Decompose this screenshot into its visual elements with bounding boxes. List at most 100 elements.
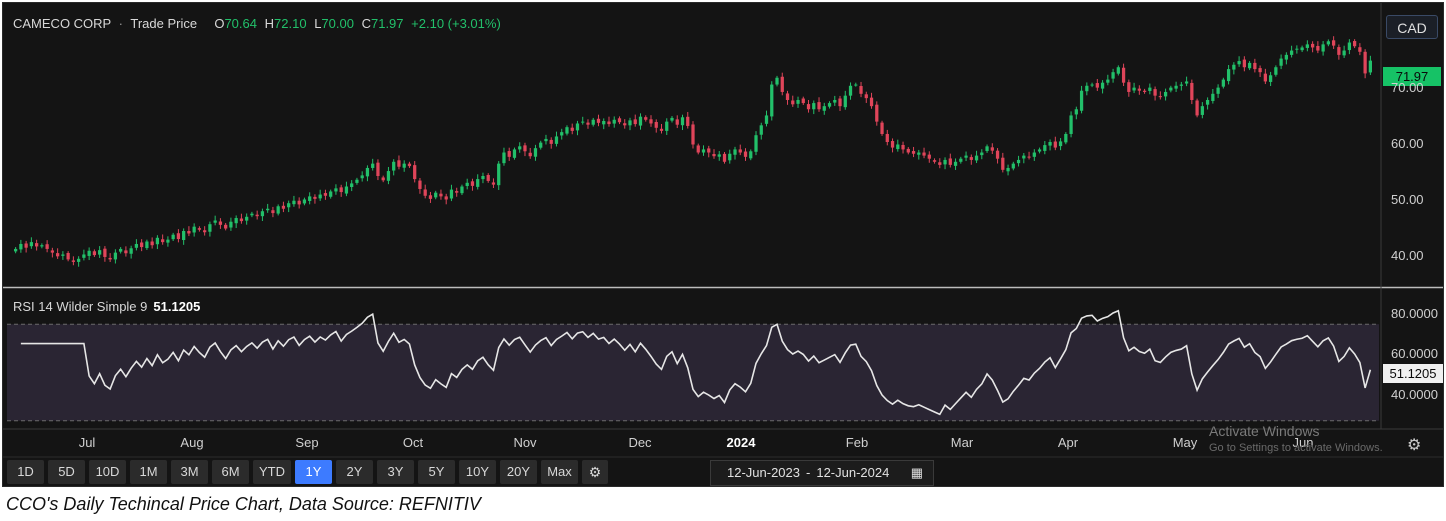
range-button-20y[interactable]: 20Y: [500, 460, 537, 484]
calendar-icon[interactable]: ▦: [910, 465, 923, 480]
candle-body: [213, 220, 217, 223]
last-price-tag: 71.97: [1383, 67, 1441, 86]
range-button-1d[interactable]: 1D: [7, 460, 44, 484]
candle-body: [155, 237, 160, 245]
candle-body: [355, 179, 359, 183]
candle-body: [29, 242, 34, 247]
candle-body: [19, 243, 23, 250]
candle-body: [743, 151, 748, 157]
candle-body: [1058, 141, 1063, 147]
rsi-y-tick: 40.0000: [1391, 387, 1438, 402]
rsi-y-tick: 60.0000: [1391, 346, 1438, 361]
candle-body: [308, 196, 312, 201]
candle-body: [591, 119, 595, 125]
rsi-header: RSI 14 Wilder Simple 9 51.1205: [13, 299, 200, 314]
range-button-1y[interactable]: 1Y: [295, 460, 332, 484]
candle-body: [413, 165, 417, 180]
rsi-band: [7, 324, 1379, 421]
candle-body: [360, 175, 364, 179]
candle-body: [533, 148, 538, 157]
candle-body: [444, 196, 448, 200]
candle-body: [239, 218, 244, 222]
candle-body: [1127, 82, 1131, 92]
candle-body: [87, 250, 91, 256]
candle-body: [833, 99, 837, 103]
candle-body: [465, 182, 469, 187]
candle-body: [995, 150, 1000, 159]
x-tick-label: Sep: [295, 435, 319, 450]
candle-body: [785, 93, 790, 100]
candle-body: [680, 117, 685, 126]
candle-body: [848, 85, 853, 96]
candle-body: [596, 118, 601, 123]
range-button-6m[interactable]: 6M: [212, 460, 249, 484]
candle-body: [182, 231, 186, 241]
candle-body: [229, 221, 233, 228]
range-settings-gear-icon[interactable]: ⚙: [582, 460, 608, 484]
candle-body: [1310, 43, 1315, 48]
rsi-y-tick: 80.0000: [1391, 306, 1438, 321]
chart-settings-icon[interactable]: ⚙: [1407, 437, 1422, 454]
candle-body: [1069, 115, 1073, 134]
candle-body: [869, 97, 874, 107]
range-button-1m[interactable]: 1M: [130, 460, 167, 484]
candle-body: [502, 152, 506, 164]
range-button-10y[interactable]: 10Y: [459, 460, 496, 484]
candle-body: [66, 253, 70, 260]
candle-body: [927, 154, 931, 159]
candle-body: [612, 119, 616, 124]
candle-body: [255, 214, 259, 217]
range-button-5y[interactable]: 5Y: [418, 460, 455, 484]
currency-selector[interactable]: CAD: [1386, 15, 1438, 39]
range-button-5d[interactable]: 5D: [48, 460, 85, 484]
candle-body: [1337, 47, 1341, 55]
candle-body: [1079, 90, 1084, 111]
candle-body: [1279, 58, 1283, 66]
candle-body: [948, 158, 952, 165]
range-button-10d[interactable]: 10D: [89, 460, 126, 484]
range-button-2y[interactable]: 2Y: [336, 460, 373, 484]
candle-body: [864, 94, 868, 99]
candle-body: [1242, 59, 1246, 68]
candle-body: [476, 179, 480, 187]
candle-body: [1006, 167, 1010, 172]
range-button-3y[interactable]: 3Y: [377, 460, 414, 484]
date-range-picker[interactable]: 12-Jun-2023-12-Jun-2024 ▦: [710, 460, 934, 486]
candle-body: [1316, 45, 1320, 51]
candle-body: [1342, 50, 1346, 56]
candle-body: [539, 142, 543, 148]
candle-body: [859, 86, 863, 94]
candle-body: [780, 76, 784, 92]
candle-body: [822, 106, 826, 111]
candle-body: [806, 104, 811, 110]
candle-body: [161, 239, 165, 243]
candle-body: [1205, 99, 1210, 105]
range-button-max[interactable]: Max: [541, 460, 578, 484]
candle-body: [586, 122, 590, 125]
range-button-ytd[interactable]: YTD: [253, 460, 291, 484]
candle-body: [701, 149, 706, 153]
chart-panel[interactable]: CAMECO CORP · Trade Price O70.64 H72.10 …: [2, 2, 1444, 487]
candle-body: [129, 248, 133, 254]
x-tick-label: May: [1172, 435, 1198, 450]
range-button-3m[interactable]: 3M: [171, 460, 208, 484]
rsi-label: RSI 14 Wilder Simple 9: [13, 299, 148, 314]
candle-body: [1195, 100, 1199, 116]
candle-body: [1352, 41, 1357, 47]
candle-body: [638, 116, 643, 126]
open-label: O: [214, 16, 225, 31]
candle-body: [92, 251, 97, 256]
candle-body: [1268, 75, 1273, 82]
candle-body: [439, 193, 443, 197]
price-and-rsi-chart[interactable]: [3, 3, 1444, 487]
candle-body: [749, 151, 753, 159]
price-type: Trade Price: [130, 16, 198, 31]
candle-body: [350, 183, 354, 187]
candle-body: [791, 100, 795, 105]
candle-body: [712, 154, 716, 157]
candle-body: [880, 122, 884, 134]
date-to: 12-Jun-2024: [816, 465, 890, 480]
candle-body: [759, 125, 763, 135]
candle-body: [119, 248, 123, 252]
candle-body: [686, 116, 690, 126]
